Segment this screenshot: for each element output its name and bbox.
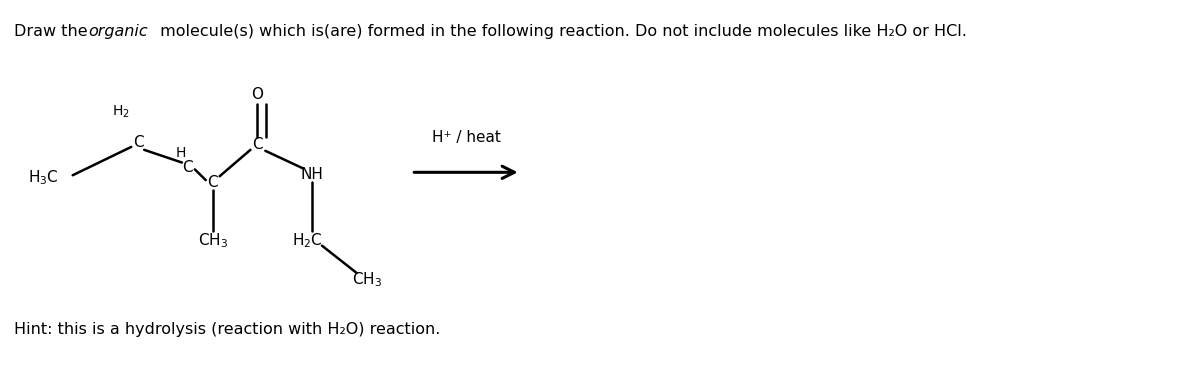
Text: molecule(s) which is(are) formed in the following reaction. Do not include molec: molecule(s) which is(are) formed in the … <box>155 24 967 39</box>
Text: O: O <box>251 87 263 102</box>
Text: H: H <box>175 146 186 160</box>
Text: H$_3$C: H$_3$C <box>28 168 59 186</box>
Text: Hint: this is a hydrolysis (reaction with H₂O) reaction.: Hint: this is a hydrolysis (reaction wit… <box>14 321 440 337</box>
Text: C: C <box>252 137 263 153</box>
Text: CH$_3$: CH$_3$ <box>198 231 228 250</box>
Text: C: C <box>133 135 144 151</box>
Text: H⁺ / heat: H⁺ / heat <box>432 130 500 145</box>
Text: NH: NH <box>300 167 324 182</box>
Text: CH$_3$: CH$_3$ <box>352 270 382 289</box>
Text: C: C <box>208 174 218 190</box>
Text: C: C <box>182 160 193 175</box>
Text: organic: organic <box>89 24 149 39</box>
Text: H$_2$C: H$_2$C <box>292 231 323 250</box>
Text: H$_2$: H$_2$ <box>113 103 131 120</box>
Text: Draw the: Draw the <box>14 24 92 39</box>
